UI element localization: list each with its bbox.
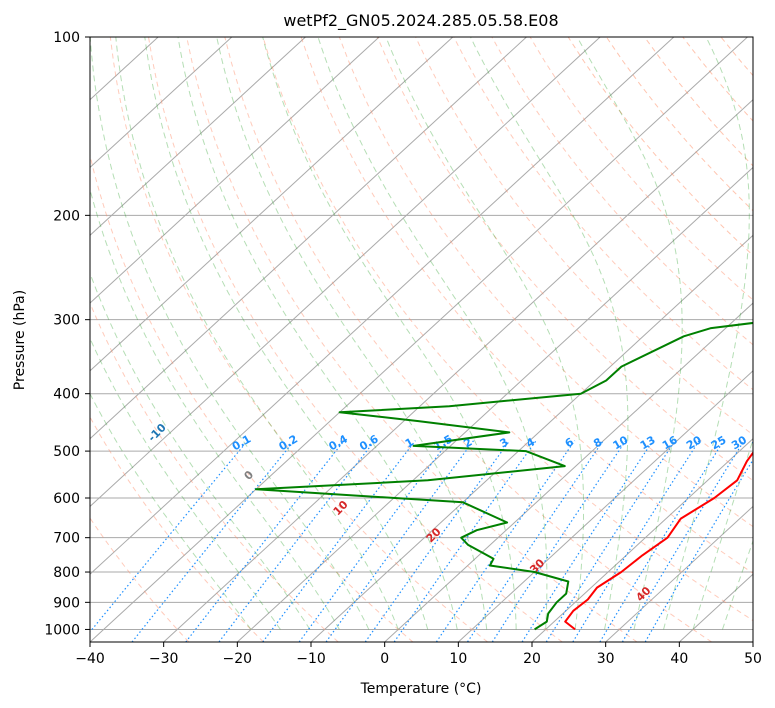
temperature-line <box>564 451 753 631</box>
y-tick-label: 800 <box>53 565 80 581</box>
isotherm-line <box>384 302 753 642</box>
isotherm-line <box>310 234 753 642</box>
y-tick-label: 900 <box>53 595 80 611</box>
mixing-ratio-line <box>491 440 627 642</box>
moist-adiabat-line <box>576 37 683 630</box>
moist-adiabat-line <box>317 37 548 630</box>
isotherm-line <box>457 370 753 642</box>
mixing-ratio-line <box>466 440 604 642</box>
isotherm-line <box>90 37 601 508</box>
moist-adiabat-line <box>262 37 517 630</box>
dry-adiabat-line <box>186 37 638 642</box>
x-tick-label: 10 <box>449 651 467 667</box>
plot-background <box>90 37 753 642</box>
y-tick-label: 200 <box>53 208 80 224</box>
isotherm-line <box>90 37 306 236</box>
mixing-ratio-line <box>521 440 654 642</box>
plot-frame <box>89 36 754 643</box>
moist-adiabat-line <box>692 437 753 630</box>
isotherm-line <box>90 37 380 304</box>
moist-adiabat-line <box>663 37 750 630</box>
x-tick-label: −20 <box>223 651 253 667</box>
mixing-ratio-line <box>435 440 576 642</box>
isotherm-line <box>236 166 753 642</box>
dry-adiabat-line <box>90 153 414 642</box>
x-tick-label: −30 <box>149 651 179 667</box>
dry-adiabat-line <box>759 37 775 642</box>
dry-adiabat-line <box>90 416 264 642</box>
dry-adiabat-line <box>338 37 753 528</box>
dry-adiabat-line <box>300 37 753 574</box>
x-tick-label: 40 <box>670 651 688 667</box>
mixing-ratio-line <box>644 458 753 642</box>
isotherm-line <box>163 99 753 642</box>
mixing-ratio-line <box>599 440 725 642</box>
y-tick-label: 400 <box>53 387 80 403</box>
moist-adiabat-line <box>90 187 340 630</box>
x-axis-title: Temperature (°C) <box>360 681 482 697</box>
isotherm-line <box>90 37 527 440</box>
y-tick-label: 500 <box>53 444 80 460</box>
moist-adiabat-line <box>385 37 585 630</box>
isotherm-line <box>90 37 454 372</box>
x-tick-label: −40 <box>75 651 105 667</box>
dry-adiabat-line <box>453 37 753 391</box>
dry-adiabat-line <box>415 37 753 436</box>
mixing-ratio-line <box>131 440 295 642</box>
moist-adiabat-line <box>144 37 429 630</box>
moist-adiabat-line <box>721 539 753 630</box>
dry-adiabat-line <box>148 37 563 642</box>
mixing-ratio-line <box>90 440 249 633</box>
mixing-ratio-line <box>298 440 450 642</box>
dry-adiabat-line <box>262 37 753 622</box>
mixing-ratio-line <box>621 440 745 642</box>
moist-adiabat-line <box>90 271 311 630</box>
isotherm-line <box>90 37 748 642</box>
mixing-ratio-line <box>393 440 537 642</box>
mixing-ratio-line <box>325 440 475 642</box>
y-tick-label: 300 <box>53 313 80 329</box>
isotherm-line <box>0 37 11 642</box>
isotherm-line <box>605 505 753 642</box>
y-tick-label: 1000 <box>44 622 80 638</box>
isotherm-line <box>752 641 753 642</box>
moist-adiabat-line <box>216 37 488 630</box>
dry-adiabat-line <box>224 37 712 642</box>
y-tick-label: 600 <box>53 491 80 507</box>
y-tick-label: 100 <box>53 30 80 46</box>
moist-adiabat-line <box>90 337 281 630</box>
x-tick-label: 20 <box>523 651 541 667</box>
isotherm-line <box>90 37 675 575</box>
moist-adiabat-line <box>470 37 629 630</box>
x-tick-label: 0 <box>380 651 389 667</box>
dry-adiabat-line <box>109 37 488 642</box>
x-tick-label: 50 <box>744 651 762 667</box>
moist-adiabat-line <box>90 392 252 630</box>
moist-adiabat-line <box>115 37 399 630</box>
dewpoint-line <box>255 321 753 631</box>
isotherm-line <box>90 37 233 169</box>
mixing-ratio-line <box>572 440 700 642</box>
y-tick-label: 700 <box>53 531 80 547</box>
mixing-ratio-label: 36 <box>750 433 770 452</box>
chart-title: wetPf2_GN05.2024.285.05.58.E08 <box>283 11 558 31</box>
dry-adiabat-line <box>90 301 339 642</box>
x-tick-label: −10 <box>296 651 326 667</box>
dry-adiabat-line <box>90 517 190 642</box>
moist-adiabat-line <box>90 37 370 630</box>
y-axis-title: Pressure (hPa) <box>12 290 28 390</box>
isotherm-line <box>531 437 753 642</box>
x-tick-label: 30 <box>597 651 615 667</box>
moist-adiabat-line <box>177 37 458 630</box>
mixing-ratio-line <box>545 440 676 642</box>
